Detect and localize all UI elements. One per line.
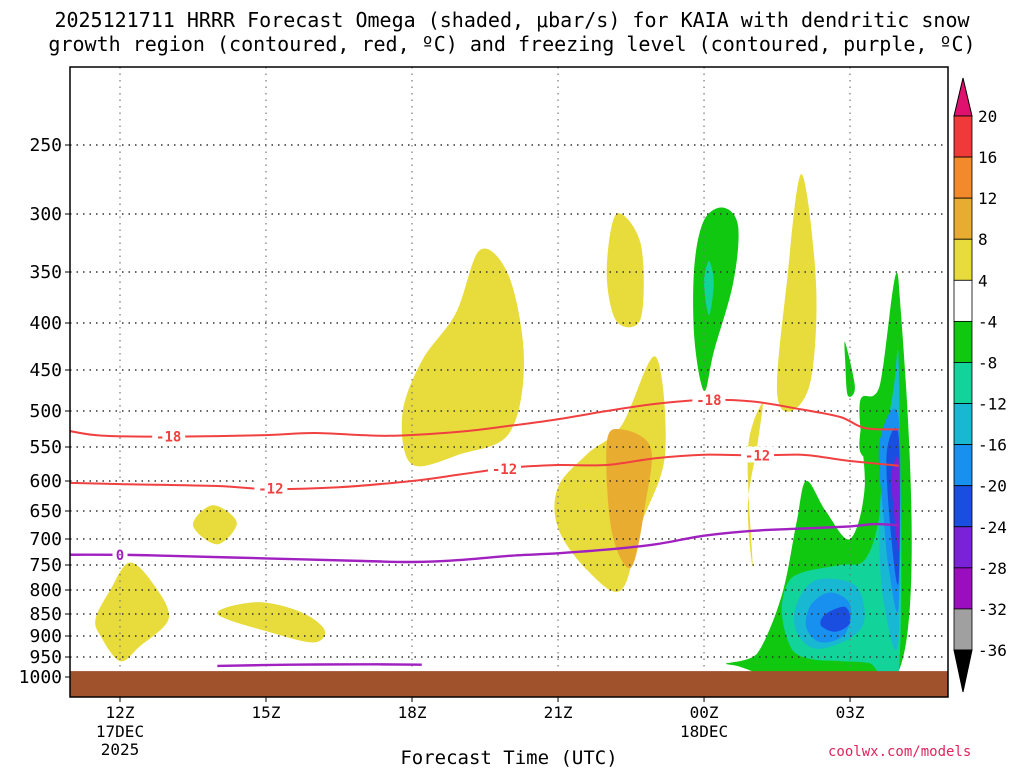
- colorbar-label-11: -24: [978, 518, 1007, 537]
- omega-region-22: [891, 456, 900, 551]
- colorbar-bin-bottom: [953, 649, 973, 693]
- y-tick-350: 350: [29, 262, 62, 283]
- contour-label-bg-1: [152, 427, 186, 444]
- colorbar-bin-3: [953, 197, 973, 240]
- x-date-12Z: 17DEC: [96, 722, 144, 741]
- colorbar-label-7: -8: [978, 353, 997, 372]
- contour-label-bg-2: [254, 479, 288, 496]
- omega-region-2: [192, 505, 237, 545]
- colorbar-label-12: -28: [978, 559, 1007, 578]
- chart-title-line1: 2025121711 HRRR Forecast Omega (shaded, …: [54, 8, 970, 32]
- contour-label-bg-4: [692, 390, 726, 407]
- y-tick-550: 550: [29, 437, 62, 458]
- colorbar-bin-8: [953, 403, 973, 446]
- colorbar-bin-1: [953, 115, 973, 158]
- colorbar-label-5: 4: [978, 271, 988, 290]
- colorbar-label-6: -4: [978, 312, 997, 331]
- omega-region-10: [693, 207, 739, 392]
- chart-title-line2: growth region (contoured, red, ºC) and f…: [48, 32, 976, 56]
- colorbar-bin-10: [953, 485, 973, 528]
- y-tick-900: 900: [29, 626, 62, 647]
- colorbar-label-9: -16: [978, 436, 1007, 455]
- contour-label-6: 0: [116, 548, 124, 564]
- contour-labels: -18 -12 -12 -18 -12 0: [112, 390, 775, 564]
- y-tick-750: 750: [29, 555, 62, 576]
- x-date-00Z: 18DEC: [680, 722, 728, 741]
- colorbar-bin-7: [953, 362, 973, 404]
- colorbar-label-1: 20: [978, 107, 997, 126]
- omega-shading: [95, 174, 912, 697]
- dgz-contour--18: [70, 398, 899, 438]
- x-tick-12Z: 12Z: [106, 703, 135, 722]
- contour-label-3: -12: [492, 462, 517, 478]
- x-axis-label: Forecast Time (UTC): [400, 747, 617, 768]
- y-axis: 2503003504004505005506006507007508008509…: [19, 135, 70, 688]
- omega-region-3: [217, 602, 326, 643]
- grid: [70, 67, 948, 697]
- omega-region-7: [606, 213, 644, 328]
- y-tick-600: 600: [29, 471, 62, 492]
- y-tick-700: 700: [29, 529, 62, 550]
- credit-text: coolwx.com/models: [828, 744, 972, 760]
- y-tick-300: 300: [29, 204, 62, 225]
- omega-region-15: [859, 393, 880, 459]
- y-tick-800: 800: [29, 580, 62, 601]
- colorbar-bin-9: [953, 444, 973, 487]
- x-year-12Z: 2025: [101, 740, 140, 759]
- contour-lines: [70, 398, 899, 668]
- y-tick-400: 400: [29, 313, 62, 334]
- contour-label-bg-3: [487, 460, 521, 477]
- colorbar: 20 16 12 8 4 -4 -8 -12 -16 -20 -24 -28 -32 -36: [953, 77, 1007, 693]
- y-tick-1000: 1000: [19, 667, 62, 688]
- omega-region-11: [704, 261, 714, 316]
- colorbar-bin-5: [953, 279, 973, 322]
- x-tick-21Z: 21Z: [544, 703, 573, 722]
- colorbar-label-13: -32: [978, 600, 1007, 619]
- colorbar-bin-12: [953, 567, 973, 610]
- colorbar-label-3: 12: [978, 189, 997, 208]
- plot-frame: [69, 66, 949, 698]
- colorbar-label-2: 16: [978, 148, 997, 167]
- colorbar-label-14: -36: [978, 641, 1007, 660]
- x-tick-03Z: 03Z: [836, 703, 865, 722]
- colorbar-bin-13: [953, 608, 973, 651]
- omega-region-1: [95, 562, 170, 662]
- omega-region-19: [820, 606, 851, 632]
- x-tick-15Z: 15Z: [252, 703, 281, 722]
- y-tick-650: 650: [29, 501, 62, 522]
- colorbar-label-4: 8: [978, 230, 988, 249]
- omega-region-4: [401, 248, 524, 467]
- y-tick-850: 850: [29, 604, 62, 625]
- colorbar-bin-11: [953, 526, 973, 569]
- contour-label-2: -12: [258, 481, 283, 497]
- omega-region-9: [776, 174, 817, 412]
- colorbar-bin-top: [953, 77, 973, 117]
- contour-label-bg-5: [741, 446, 775, 463]
- x-tick-18Z: 18Z: [398, 703, 427, 722]
- colorbar-label-8: -12: [978, 395, 1007, 414]
- colorbar-bin-6: [953, 320, 973, 363]
- dgz-contour--12: [70, 453, 899, 491]
- contour-label-bg-6: [112, 545, 128, 562]
- x-tick-00Z: 00Z: [690, 703, 719, 722]
- freezing-contour-1: [70, 522, 899, 564]
- y-tick-450: 450: [29, 360, 62, 381]
- contour-label-5: -12: [745, 448, 770, 464]
- colorbar-bin-4: [953, 238, 973, 281]
- contour-label-1: -18: [156, 430, 181, 446]
- y-tick-950: 950: [29, 647, 62, 668]
- colorbar-bin-2: [953, 156, 973, 199]
- colorbar-label-10: -20: [978, 477, 1007, 496]
- omega-region-12: [844, 341, 855, 397]
- omega-region-8: [747, 403, 763, 567]
- ground-layer: [70, 671, 948, 697]
- freezing-contour-2: [217, 663, 422, 668]
- y-tick-250: 250: [29, 135, 62, 156]
- surface-layer: [70, 671, 948, 697]
- contour-label-4: -18: [696, 393, 721, 409]
- y-tick-500: 500: [29, 401, 62, 422]
